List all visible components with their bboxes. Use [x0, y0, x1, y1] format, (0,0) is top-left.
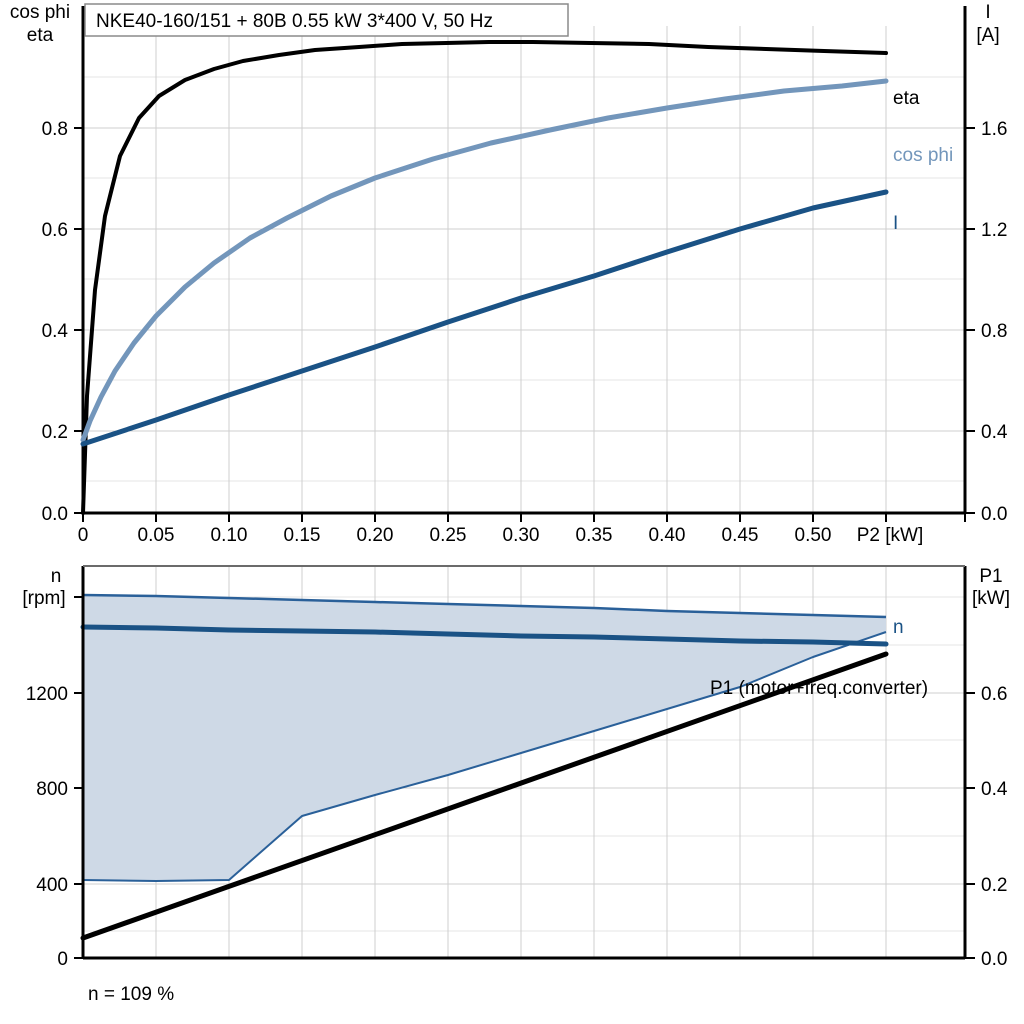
- bottom-y2tick-label-1: 0.2: [981, 875, 1007, 896]
- curve-eta: [81, 40, 888, 515]
- top-y2tick-label-3: 1.2: [981, 220, 1007, 241]
- bottom-chart-axes: [81, 565, 967, 960]
- bottom-ytick-label-2: 800: [36, 779, 68, 800]
- top-xtick-label-10: 0.50: [795, 525, 832, 546]
- top-ytick-label-2: 0.4: [42, 321, 69, 342]
- top-ytick-label-3: 0.6: [42, 220, 68, 241]
- top-chart-right-ticks: [965, 127, 975, 514]
- curve-current: [80, 189, 889, 447]
- curve-label-p1: P1 (motor+freq.converter): [710, 678, 928, 699]
- top-y2tick-label-4: 1.6: [981, 119, 1007, 140]
- speed-percentage-note: n = 109 %: [88, 984, 174, 1005]
- top-xtick-label-2: 0.10: [211, 525, 248, 546]
- top-xtick-label-8: 0.40: [649, 525, 686, 546]
- top-y2tick-label-0: 0.0: [981, 504, 1007, 525]
- top-chart-x-ticks: [82, 513, 966, 522]
- bottom-y2tick-label-0: 0.0: [981, 949, 1007, 970]
- bottom-chart: n P1 (motor+freq.converter) 0 400 800 12…: [22, 565, 1010, 1005]
- top-ytick-label-4: 0.8: [42, 119, 68, 140]
- top-chart-x-axis-title: P2 [kW]: [857, 525, 924, 546]
- bottom-chart-right-ticks: [965, 692, 975, 959]
- top-xtick-label-4: 0.20: [357, 525, 394, 546]
- top-ytick-label-1: 0.2: [42, 422, 68, 443]
- curve-n-lower-bound: [82, 631, 887, 882]
- top-chart-right-axis-title-line1: I: [985, 2, 990, 23]
- curve-label-cos-phi: cos phi: [893, 145, 953, 166]
- top-chart-left-axis-title-line2: eta: [27, 25, 54, 46]
- bottom-ytick-label-3: 1200: [26, 684, 68, 705]
- top-xtick-label-0: 0: [78, 525, 89, 546]
- bottom-chart-right-axis-title-line2: [kW]: [972, 588, 1010, 609]
- curve-n-nominal: [80, 624, 889, 647]
- bottom-ytick-label-0: 0: [57, 949, 68, 970]
- chart-title: NKE40-160/151 + 80B 0.55 kW 3*400 V, 50 …: [96, 11, 493, 32]
- top-y2tick-label-1: 0.4: [981, 422, 1008, 443]
- top-chart-right-axis-title-line2: [A]: [976, 25, 999, 46]
- bottom-chart-left-ticks: [74, 596, 83, 959]
- top-chart: eta cos phi I 0.0 0.2 0.4 0.6 0.8 0.0 0.…: [10, 2, 1008, 546]
- curve-n-upper-bound: [82, 593, 887, 619]
- top-chart-left-axis-title-line1: cos phi: [10, 2, 70, 23]
- bottom-y2tick-label-2: 0.4: [981, 779, 1008, 800]
- speed-range-band: [83, 595, 886, 881]
- top-chart-major-grid: [83, 26, 965, 513]
- curve-label-current: I: [893, 213, 898, 234]
- top-xtick-label-1: 0.05: [138, 525, 175, 546]
- top-xtick-label-9: 0.45: [722, 525, 759, 546]
- curve-label-eta: eta: [893, 88, 920, 109]
- top-xtick-label-5: 0.25: [430, 525, 467, 546]
- curve-cos-phi: [80, 78, 889, 443]
- top-xtick-label-3: 0.15: [284, 525, 321, 546]
- title-box: [84, 3, 569, 37]
- top-chart-left-ticks: [74, 127, 83, 514]
- top-ytick-label-0: 0.0: [42, 504, 68, 525]
- bottom-chart-left-axis-title-line1: n: [51, 566, 62, 587]
- curve-label-n: n: [893, 617, 904, 638]
- top-xtick-label-6: 0.30: [503, 525, 540, 546]
- curve-p1: [80, 651, 889, 941]
- bottom-chart-right-axis-title-line1: P1: [979, 566, 1002, 587]
- top-y2tick-label-2: 0.8: [981, 321, 1007, 342]
- top-xtick-label-7: 0.35: [576, 525, 613, 546]
- bottom-ytick-label-1: 400: [36, 875, 68, 896]
- bottom-chart-left-axis-title-line2: [rpm]: [22, 588, 65, 609]
- bottom-y2tick-label-3: 0.6: [981, 684, 1007, 705]
